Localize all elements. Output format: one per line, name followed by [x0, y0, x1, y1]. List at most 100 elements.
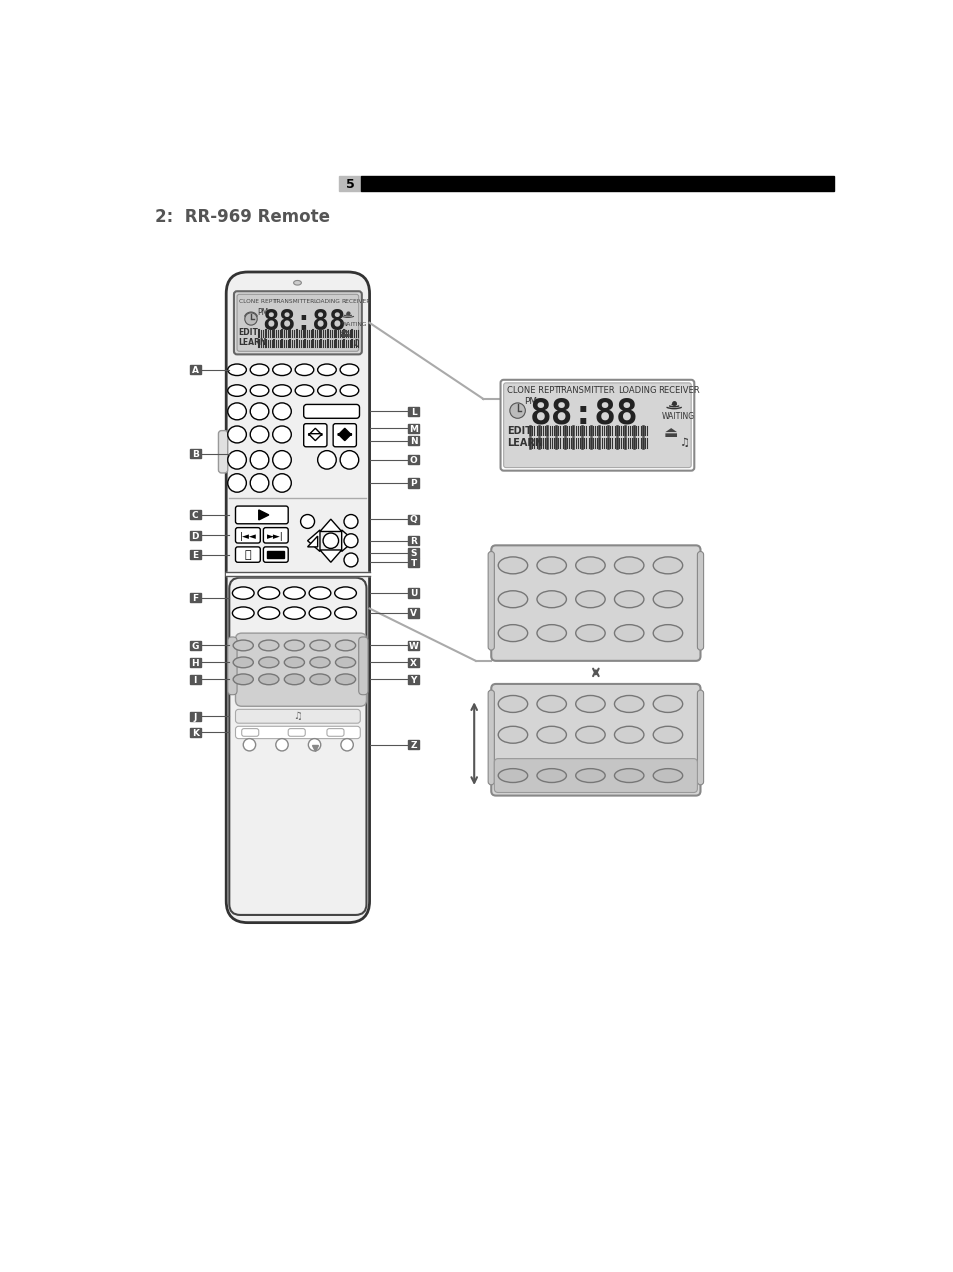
Ellipse shape [614, 696, 643, 712]
Ellipse shape [497, 590, 527, 608]
Ellipse shape [250, 426, 269, 443]
Ellipse shape [575, 696, 604, 712]
FancyBboxPatch shape [333, 424, 356, 446]
Bar [267, 551, 284, 558]
Text: EDIT: EDIT [238, 328, 258, 337]
Ellipse shape [614, 625, 643, 641]
Ellipse shape [497, 557, 527, 574]
Bar [408, 658, 418, 667]
FancyBboxPatch shape [235, 633, 366, 706]
FancyBboxPatch shape [327, 729, 344, 736]
Text: ♫: ♫ [679, 438, 689, 448]
Ellipse shape [340, 450, 358, 469]
Bar [190, 510, 200, 519]
FancyBboxPatch shape [488, 552, 494, 650]
Bar [408, 548, 418, 557]
Ellipse shape [614, 726, 643, 743]
Ellipse shape [233, 607, 253, 619]
Ellipse shape [335, 640, 355, 651]
Polygon shape [258, 510, 269, 520]
FancyBboxPatch shape [303, 404, 359, 418]
Bar [408, 436, 418, 445]
Text: K: K [192, 729, 198, 738]
Ellipse shape [537, 726, 566, 743]
FancyBboxPatch shape [488, 691, 494, 785]
Ellipse shape [575, 590, 604, 608]
Bar [190, 728, 200, 736]
Text: M: M [409, 425, 417, 434]
Ellipse shape [258, 674, 278, 684]
Bar [408, 608, 418, 618]
Text: ►►|: ►►| [267, 532, 284, 541]
Bar [408, 641, 418, 650]
Text: LOADING: LOADING [618, 387, 657, 396]
Polygon shape [307, 530, 319, 552]
Text: Q: Q [410, 515, 417, 524]
Text: 5: 5 [345, 178, 355, 191]
Ellipse shape [497, 768, 527, 782]
FancyBboxPatch shape [697, 691, 703, 785]
FancyBboxPatch shape [235, 528, 260, 543]
Bar [408, 455, 418, 464]
Ellipse shape [323, 533, 338, 548]
Text: E: E [192, 551, 198, 560]
Ellipse shape [310, 674, 330, 684]
Bar [190, 658, 200, 667]
Bar [339, 176, 360, 191]
FancyBboxPatch shape [218, 431, 228, 473]
Text: ♫: ♫ [293, 711, 301, 721]
Ellipse shape [250, 385, 269, 397]
Bar [408, 674, 418, 684]
Text: 2:  RR-969 Remote: 2: RR-969 Remote [154, 209, 330, 226]
Text: G: G [192, 641, 198, 651]
Ellipse shape [228, 426, 246, 443]
Text: 88:88: 88:88 [530, 397, 639, 431]
Text: P: P [410, 480, 416, 488]
Text: TRANSMITTER: TRANSMITTER [556, 387, 615, 396]
Text: ⏏: ⏏ [338, 327, 351, 340]
Text: WAITING: WAITING [661, 412, 694, 421]
Ellipse shape [233, 658, 253, 668]
Ellipse shape [575, 768, 604, 782]
Ellipse shape [250, 450, 269, 469]
Ellipse shape [228, 403, 246, 420]
Text: S: S [410, 550, 416, 558]
FancyBboxPatch shape [226, 272, 369, 922]
Ellipse shape [340, 739, 353, 750]
Ellipse shape [497, 625, 527, 641]
Bar [190, 674, 200, 684]
Ellipse shape [228, 473, 246, 492]
Ellipse shape [257, 586, 279, 599]
Text: CLONE REPT: CLONE REPT [238, 299, 275, 304]
FancyBboxPatch shape [228, 637, 236, 695]
Ellipse shape [294, 385, 314, 397]
Ellipse shape [653, 590, 682, 608]
Ellipse shape [228, 364, 246, 375]
Polygon shape [308, 434, 322, 440]
Text: L: L [411, 407, 416, 417]
FancyBboxPatch shape [235, 506, 288, 524]
Ellipse shape [340, 364, 358, 375]
Ellipse shape [228, 385, 246, 397]
Ellipse shape [344, 534, 357, 548]
Bar [190, 530, 200, 539]
FancyBboxPatch shape [491, 546, 700, 661]
FancyBboxPatch shape [358, 637, 368, 695]
Bar [190, 449, 200, 458]
FancyBboxPatch shape [235, 710, 360, 724]
Ellipse shape [258, 658, 278, 668]
Ellipse shape [537, 557, 566, 574]
Text: T: T [410, 558, 416, 567]
Ellipse shape [273, 426, 291, 443]
FancyBboxPatch shape [500, 380, 694, 471]
Text: ⏏: ⏏ [663, 425, 678, 440]
Ellipse shape [653, 726, 682, 743]
Ellipse shape [284, 658, 304, 668]
Text: R: R [410, 537, 416, 546]
Bar [226, 571, 369, 576]
Bar [190, 711, 200, 721]
Text: A: A [192, 366, 198, 375]
Ellipse shape [309, 586, 331, 599]
Text: LEARN: LEARN [238, 338, 267, 347]
Text: N: N [410, 436, 417, 446]
